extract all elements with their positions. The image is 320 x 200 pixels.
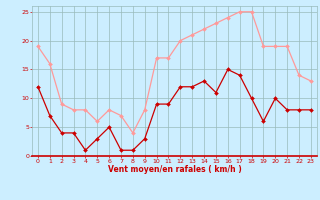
X-axis label: Vent moyen/en rafales ( km/h ): Vent moyen/en rafales ( km/h ) (108, 165, 241, 174)
